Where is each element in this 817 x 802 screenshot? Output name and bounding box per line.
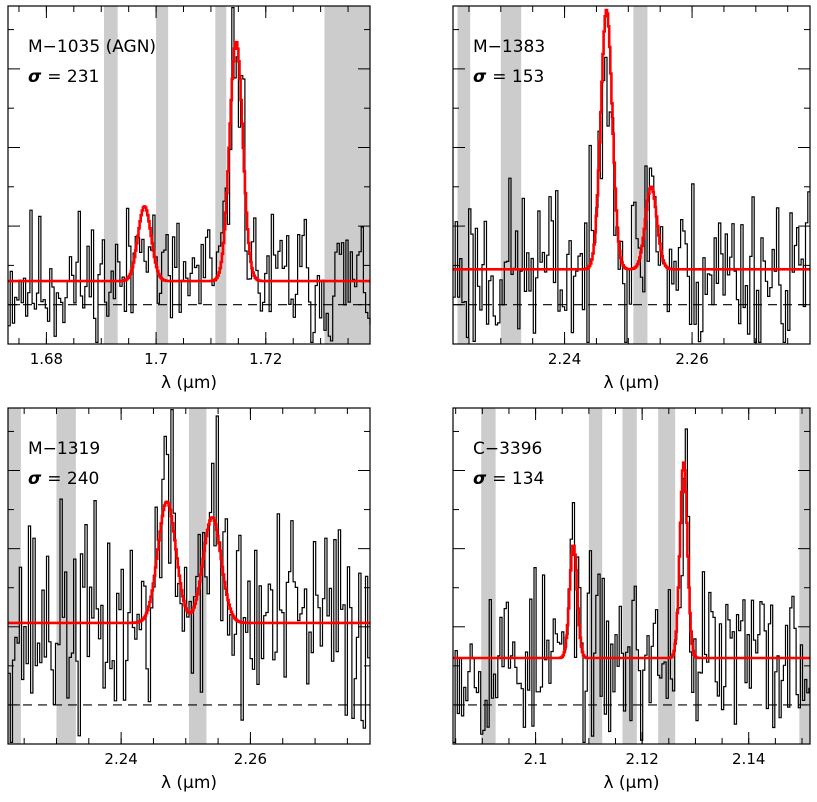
panel-3-observed-spectrum — [8, 409, 370, 743]
panel-1-xtick-label-2: 1.7 — [144, 350, 168, 368]
panel-3-sigma-symbol: σ — [28, 469, 42, 489]
panel-2-sigma-symbol: σ — [473, 67, 487, 87]
panel-1-mask-band-1 — [103, 6, 118, 344]
panel-3-sigma: σ = 240 — [28, 469, 99, 489]
panel-3-fit-path — [8, 500, 370, 625]
panel-2-mask-band-1 — [457, 6, 471, 344]
panel-3-xlabel: λ (μm) — [161, 773, 217, 793]
panel-2-fit-path — [453, 8, 810, 271]
panel-2-frame — [452, 5, 811, 345]
panel-4-sigma: σ = 134 — [473, 469, 544, 489]
panel-2-sigma-value: = 153 — [492, 67, 544, 87]
panel-1-gaussian-fit — [8, 40, 370, 283]
panel-2-mask-band-2 — [500, 6, 522, 344]
panel-1-mask-band-3 — [215, 6, 227, 344]
panel-4-frame — [452, 407, 811, 745]
panel-1-frame — [7, 5, 371, 345]
panel-1-masked-bands — [103, 6, 370, 344]
panel-2: 2.24 2.26 M−1383 σ = 153 λ (μm) — [452, 5, 811, 393]
panel-2-xtick-label-1: 2.24 — [548, 350, 581, 368]
panel-1-fit-path — [8, 40, 370, 283]
panel-4-ticks: 2.1 2.12 2.14 — [453, 408, 810, 768]
panel-4-mask-band-1 — [481, 408, 496, 744]
panel-4-xtick-label-2: 2.12 — [625, 750, 658, 768]
panel-2-xlabel: λ (μm) — [603, 373, 659, 393]
panel-3-xtick-label-1: 2.24 — [104, 750, 137, 768]
panel-3-xtick-label-2: 2.26 — [234, 750, 267, 768]
panel-1-ticks: 1.68 1.7 1.72 — [8, 6, 370, 368]
panel-2-xtick-label-2: 2.26 — [675, 350, 708, 368]
panel-1-xtick-label-3: 1.72 — [249, 350, 282, 368]
panel-3-mask-band-2 — [56, 408, 76, 744]
panel-1-observed-spectrum — [8, 7, 371, 343]
panel-3-mask-band-1 — [8, 408, 21, 744]
panel-2-masked-bands — [457, 6, 648, 344]
panel-1-sigma-symbol: σ — [28, 67, 42, 87]
panel-2-sigma: σ = 153 — [473, 67, 544, 87]
panel-1-spectrum-path — [8, 7, 371, 343]
panel-3-spectrum-path — [8, 409, 370, 743]
panel-4-sigma-value: = 134 — [492, 469, 544, 489]
panel-2-object-name: M−1383 — [473, 37, 545, 57]
panel-4: 2.1 2.12 2.14 C−3396 σ = 134 λ (μm) — [452, 407, 811, 793]
panel-4-fit-path — [453, 461, 810, 660]
panel-1-mask-band-4 — [324, 6, 370, 344]
panel-4-xlabel: λ (μm) — [603, 773, 659, 793]
panel-3-object-name: M−1319 — [28, 439, 100, 459]
panel-2-ticks: 2.24 2.26 — [453, 6, 810, 368]
panel-3-gaussian-fit — [8, 500, 370, 625]
panel-3-sigma-value: = 240 — [47, 469, 99, 489]
panel-4-mask-band-5 — [799, 408, 810, 744]
panel-1-object-name: M−1035 (AGN) — [28, 37, 156, 57]
panel-4-sigma-symbol: σ — [473, 469, 487, 489]
panel-1-sigma-value: = 231 — [47, 67, 99, 87]
panel-4-object-name: C−3396 — [473, 439, 542, 459]
panel-3-frame — [7, 407, 371, 745]
panel-4-mask-band-2 — [588, 408, 603, 744]
panel-1-xlabel: λ (μm) — [161, 373, 217, 393]
panel-1-xtick-label-1: 1.68 — [30, 350, 63, 368]
panel-3-ticks: 2.24 2.26 — [8, 408, 370, 768]
panel-4-xtick-label-1: 2.1 — [524, 750, 548, 768]
panel-1: 1.68 1.7 1.72 M−1035 (AGN) σ = 231 λ (μm) — [7, 5, 371, 393]
panel-1-mask-band-2 — [156, 6, 169, 344]
panel-4-gaussian-fit — [453, 461, 810, 660]
panel-4-xtick-label-3: 2.14 — [732, 750, 765, 768]
panel-3: 2.24 2.26 M−1319 σ = 240 λ (μm) — [7, 407, 371, 793]
panel-2-gaussian-fit — [453, 8, 810, 271]
panel-1-sigma: σ = 231 — [28, 67, 99, 87]
panel-2-mask-band-3 — [633, 6, 648, 344]
